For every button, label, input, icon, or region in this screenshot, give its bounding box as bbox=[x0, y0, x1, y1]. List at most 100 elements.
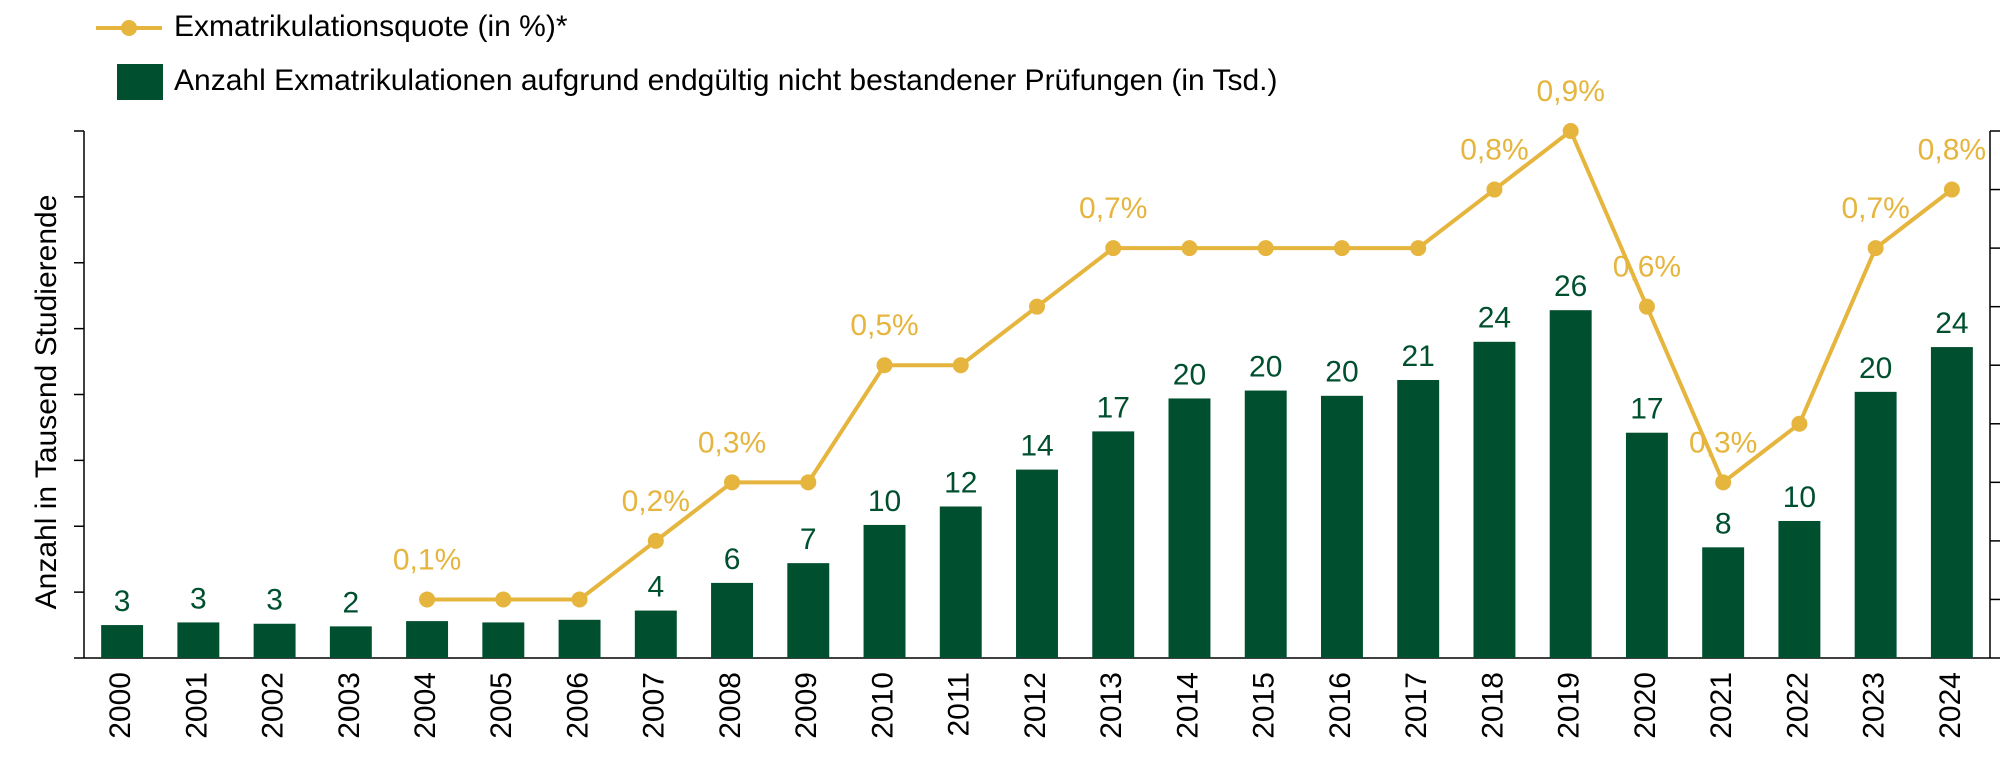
line-point bbox=[800, 474, 817, 491]
line-value-label: 0,2% bbox=[622, 485, 690, 518]
x-tick-label: 2004 bbox=[409, 672, 442, 739]
x-tick-label: 2000 bbox=[104, 672, 137, 739]
bar-value-label: 6 bbox=[724, 543, 741, 576]
bar bbox=[1702, 547, 1745, 658]
bar-value-label: 10 bbox=[868, 485, 901, 518]
bar-value-label: 10 bbox=[1783, 481, 1816, 514]
line-point bbox=[1867, 240, 1884, 257]
bar bbox=[1625, 432, 1668, 658]
x-tick-label: 2008 bbox=[714, 672, 747, 739]
bar bbox=[253, 623, 296, 658]
x-tick-label: 2021 bbox=[1705, 672, 1738, 739]
legend-swatch bbox=[117, 64, 163, 100]
line-point bbox=[1105, 240, 1122, 257]
line-point bbox=[1791, 415, 1808, 432]
line-value-label: 0,7% bbox=[1841, 192, 1909, 225]
bar bbox=[1473, 341, 1516, 658]
x-tick-label: 2024 bbox=[1934, 672, 1967, 739]
legend-label: Anzahl Exmatrikulationen aufgrund endgül… bbox=[174, 64, 1277, 97]
x-tick-label: 2018 bbox=[1476, 672, 1509, 739]
line-value-label: 0,5% bbox=[850, 309, 918, 342]
line-point bbox=[1562, 123, 1579, 139]
bar-value-label: 12 bbox=[944, 466, 977, 499]
bar bbox=[177, 622, 220, 658]
line-point bbox=[1486, 181, 1503, 198]
x-tick-label: 2012 bbox=[1019, 672, 1052, 739]
line-value-label: 0,8% bbox=[1460, 133, 1528, 166]
line-point bbox=[1410, 240, 1427, 257]
bar-value-label: 24 bbox=[1935, 307, 1968, 340]
line-value-label: 0,6% bbox=[1613, 251, 1681, 284]
x-tick-label: 2006 bbox=[561, 672, 594, 739]
line-value-label: 0,1% bbox=[393, 543, 461, 576]
bar bbox=[101, 625, 144, 658]
bar-value-label: 20 bbox=[1325, 356, 1358, 389]
line-point bbox=[571, 591, 588, 608]
x-tick-label: 2005 bbox=[485, 672, 518, 739]
line-point bbox=[419, 591, 436, 608]
bar bbox=[1549, 310, 1592, 658]
line-point bbox=[1029, 298, 1045, 315]
bar bbox=[787, 563, 830, 658]
bar bbox=[1320, 395, 1363, 658]
bar bbox=[406, 621, 449, 658]
x-tick-label: 2015 bbox=[1248, 672, 1281, 739]
bar-value-label: 20 bbox=[1173, 358, 1206, 391]
bar-value-label: 3 bbox=[190, 582, 207, 615]
line-point bbox=[1257, 240, 1274, 257]
x-tick-label: 2020 bbox=[1629, 672, 1662, 739]
bar-value-label: 26 bbox=[1554, 270, 1587, 303]
bar-value-label: 7 bbox=[800, 523, 817, 556]
line-point bbox=[1181, 240, 1198, 257]
x-tick-label: 2009 bbox=[790, 672, 823, 739]
bar bbox=[939, 506, 982, 658]
bar-value-label: 21 bbox=[1402, 340, 1435, 373]
bar bbox=[558, 619, 601, 658]
bar bbox=[863, 524, 906, 658]
x-tick-label: 2014 bbox=[1171, 672, 1204, 739]
line-point bbox=[495, 591, 512, 608]
bar bbox=[1854, 391, 1897, 658]
bar bbox=[482, 622, 525, 658]
x-tick-label: 2017 bbox=[1400, 672, 1433, 739]
x-tick-label: 2023 bbox=[1858, 672, 1891, 739]
x-tick-label: 2019 bbox=[1553, 672, 1586, 739]
bar bbox=[1397, 380, 1440, 658]
x-tick-label: 2003 bbox=[333, 672, 366, 739]
line-value-label: 0,8% bbox=[1918, 133, 1986, 166]
bar bbox=[329, 626, 372, 658]
line-point bbox=[647, 532, 664, 549]
line-value-label: 0,9% bbox=[1536, 75, 1604, 108]
line-point bbox=[952, 357, 969, 374]
line-point bbox=[1333, 240, 1350, 257]
x-tick-label: 2022 bbox=[1781, 672, 1814, 739]
bar-value-label: 24 bbox=[1478, 302, 1511, 335]
bar bbox=[711, 582, 754, 658]
bar bbox=[1778, 520, 1821, 658]
bar-value-label: 3 bbox=[114, 585, 131, 618]
x-tick-label: 2011 bbox=[943, 672, 976, 737]
line-point bbox=[1715, 474, 1732, 491]
legend-label: Exmatrikulationsquote (in %)* bbox=[174, 10, 568, 43]
bar bbox=[634, 610, 677, 658]
bar bbox=[1016, 469, 1058, 658]
bar bbox=[1244, 390, 1287, 658]
bar-value-label: 17 bbox=[1630, 393, 1663, 426]
legend-marker bbox=[121, 20, 137, 36]
x-tick-label: 2010 bbox=[866, 672, 899, 739]
bar-value-label: 2 bbox=[342, 586, 359, 619]
line-point bbox=[1943, 181, 1960, 198]
bar bbox=[1168, 398, 1211, 658]
bar bbox=[1930, 347, 1973, 658]
bar-value-label: 20 bbox=[1859, 352, 1892, 385]
bar-value-label: 20 bbox=[1249, 350, 1282, 383]
x-tick-label: 2001 bbox=[180, 672, 213, 739]
line-point bbox=[1638, 298, 1655, 315]
x-tick-label: 2002 bbox=[257, 672, 290, 739]
x-tick-label: 2013 bbox=[1095, 672, 1128, 739]
bar-value-label: 17 bbox=[1097, 391, 1130, 424]
x-tick-label: 2016 bbox=[1324, 672, 1357, 739]
bar-value-label: 3 bbox=[266, 584, 283, 617]
x-tick-label: 2007 bbox=[638, 672, 671, 739]
